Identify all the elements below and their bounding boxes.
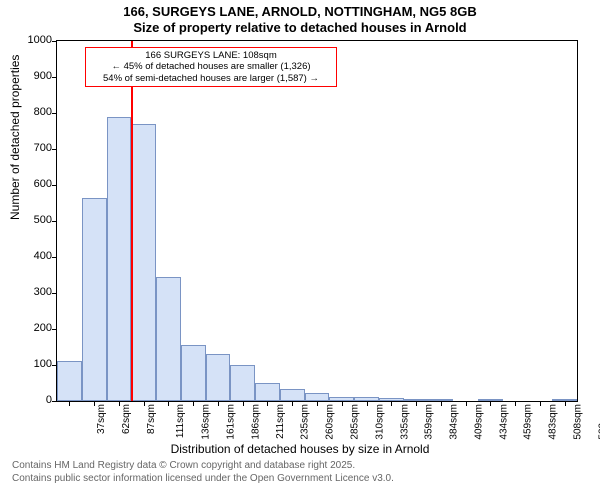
x-tick-label: 260sqm <box>325 404 336 440</box>
chart-container: 166, SURGEYS LANE, ARNOLD, NOTTINGHAM, N… <box>0 0 600 500</box>
x-tick-label: 409sqm <box>473 404 484 440</box>
annotation-line: 166 SURGEYS LANE: 108sqm <box>90 50 332 61</box>
annotation-line: 54% of semi-detached houses are larger (… <box>90 73 332 84</box>
y-tick <box>52 329 57 330</box>
x-tick-label: 161sqm <box>226 404 237 440</box>
x-tick <box>193 401 194 406</box>
histogram-bar <box>255 383 280 401</box>
x-tick <box>466 401 467 406</box>
x-tick <box>243 401 244 406</box>
x-tick-label: 508sqm <box>572 404 583 440</box>
x-tick <box>267 401 268 406</box>
x-tick-label: 359sqm <box>424 404 435 440</box>
y-tick <box>52 401 57 402</box>
histogram-bar <box>131 124 156 401</box>
x-tick <box>119 401 120 406</box>
x-tick-label: 285sqm <box>350 404 361 440</box>
y-tick <box>52 185 57 186</box>
x-tick-label: 111sqm <box>175 404 186 438</box>
y-tick <box>52 293 57 294</box>
x-axis-label: Distribution of detached houses by size … <box>0 442 600 456</box>
x-tick <box>515 401 516 406</box>
annotation-box: 166 SURGEYS LANE: 108sqm← 45% of detache… <box>85 47 337 87</box>
x-tick <box>367 401 368 406</box>
histogram-bar <box>156 277 181 401</box>
x-tick-label: 87sqm <box>146 404 157 434</box>
footer-line1: Contains HM Land Registry data © Crown c… <box>12 460 355 471</box>
x-tick <box>317 401 318 406</box>
histogram-bar <box>305 393 330 401</box>
y-tick-label: 600 <box>12 178 52 190</box>
x-tick-label: 211sqm <box>275 404 286 439</box>
x-tick <box>69 401 70 406</box>
x-tick-label: 384sqm <box>449 404 460 440</box>
y-tick-label: 700 <box>12 142 52 154</box>
histogram-bar <box>230 365 255 401</box>
x-tick <box>218 401 219 406</box>
y-tick-label: 400 <box>12 250 52 262</box>
histogram-bar <box>107 117 132 401</box>
x-tick <box>540 401 541 406</box>
y-tick-label: 100 <box>12 358 52 370</box>
x-tick-label: 235sqm <box>300 404 311 440</box>
footer-line2: Contains public sector information licen… <box>12 473 394 484</box>
y-tick-label: 300 <box>12 286 52 298</box>
histogram-bar <box>181 345 206 401</box>
y-tick <box>52 41 57 42</box>
y-tick-label: 900 <box>12 70 52 82</box>
y-tick-label: 0 <box>12 394 52 406</box>
chart-title-line2: Size of property relative to detached ho… <box>0 20 600 35</box>
property-marker-line <box>131 41 133 401</box>
x-tick-label: 483sqm <box>548 404 559 440</box>
x-tick <box>144 401 145 406</box>
chart-title-line1: 166, SURGEYS LANE, ARNOLD, NOTTINGHAM, N… <box>0 4 600 19</box>
histogram-bar <box>82 198 107 401</box>
x-tick <box>168 401 169 406</box>
annotation-line: ← 45% of detached houses are smaller (1,… <box>90 61 332 72</box>
histogram-bar <box>206 354 231 401</box>
y-tick <box>52 149 57 150</box>
x-tick <box>565 401 566 406</box>
y-tick-label: 500 <box>12 214 52 226</box>
x-tick-label: 310sqm <box>374 404 385 440</box>
x-tick <box>391 401 392 406</box>
x-tick-label: 434sqm <box>498 404 509 440</box>
x-tick <box>342 401 343 406</box>
y-tick-label: 200 <box>12 322 52 334</box>
y-tick-label: 800 <box>12 106 52 118</box>
histogram-bar <box>57 361 82 401</box>
y-tick <box>52 77 57 78</box>
x-tick-label: 186sqm <box>251 404 262 440</box>
x-tick <box>490 401 491 406</box>
x-tick-label: 335sqm <box>399 404 410 440</box>
y-tick <box>52 113 57 114</box>
y-tick <box>52 257 57 258</box>
y-tick <box>52 221 57 222</box>
y-tick-label: 1000 <box>12 34 52 46</box>
plot-area: 166 SURGEYS LANE: 108sqm← 45% of detache… <box>56 40 578 402</box>
x-tick-label: 459sqm <box>523 404 534 440</box>
x-tick-label: 62sqm <box>121 404 132 434</box>
x-tick-label: 37sqm <box>96 404 107 434</box>
x-tick <box>441 401 442 406</box>
histogram-bar <box>280 389 305 401</box>
x-tick-label: 136sqm <box>201 404 212 440</box>
x-tick <box>416 401 417 406</box>
x-tick <box>292 401 293 406</box>
x-tick <box>94 401 95 406</box>
